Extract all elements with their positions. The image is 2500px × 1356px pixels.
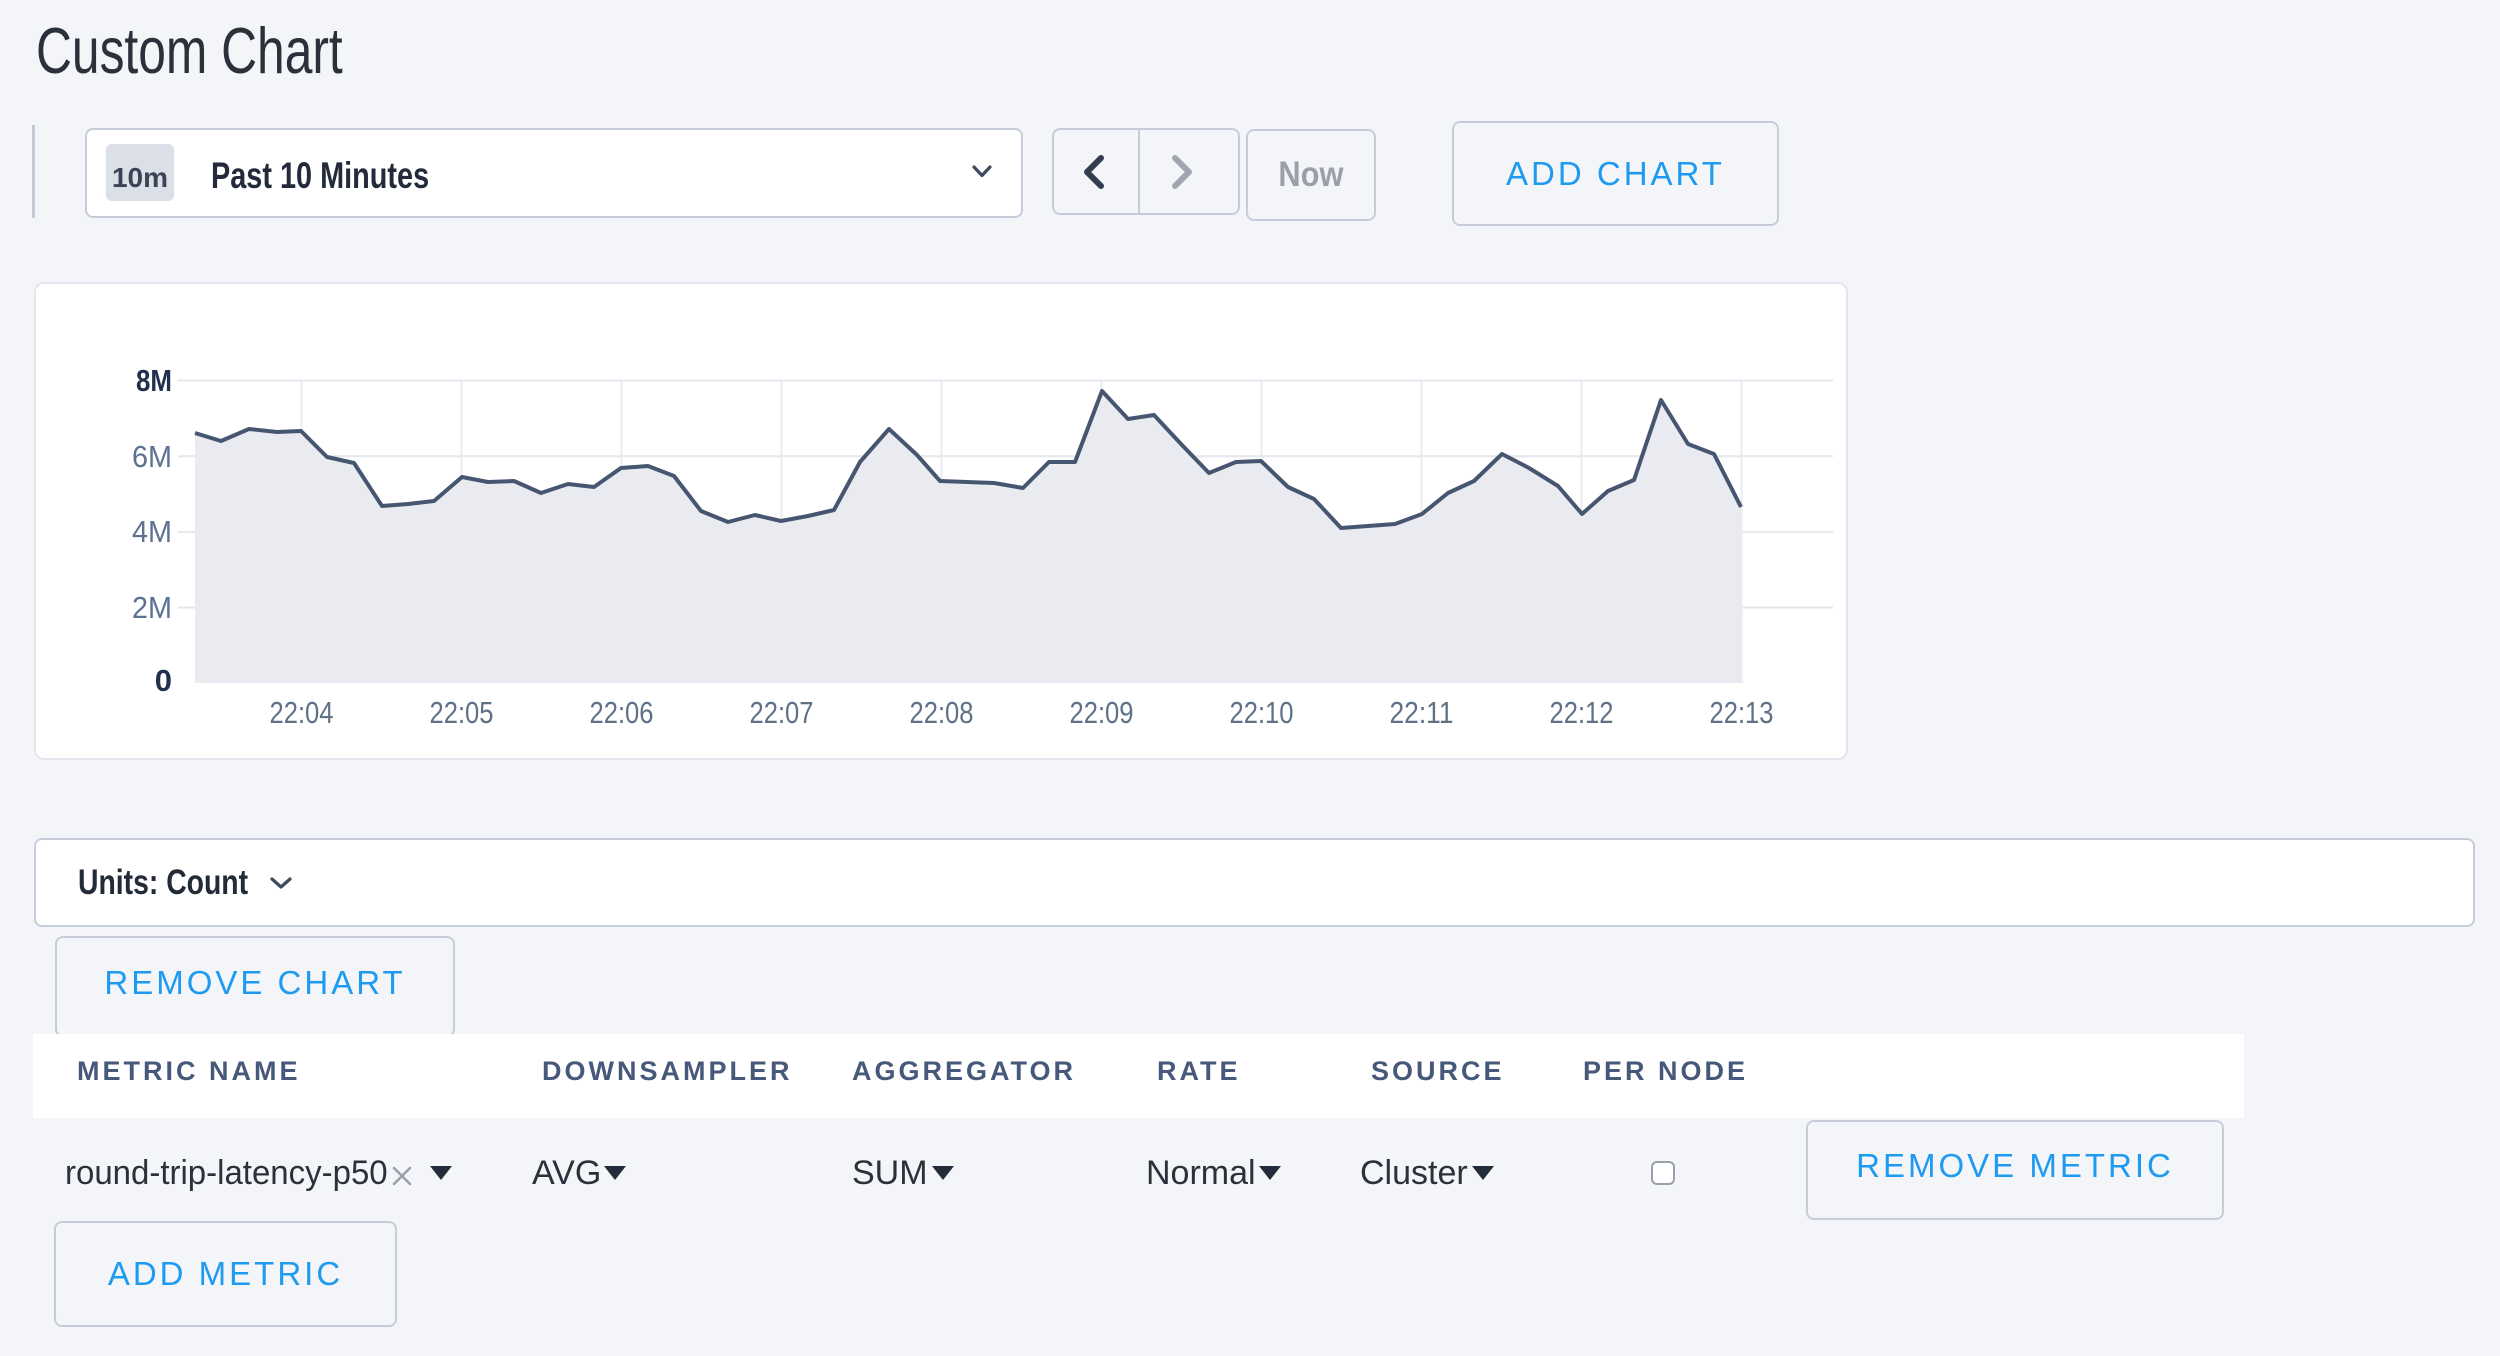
svg-text:22:06: 22:06 [590, 695, 654, 730]
svg-text:8M: 8M [136, 363, 172, 398]
svg-text:22:08: 22:08 [910, 695, 974, 730]
svg-text:22:10: 22:10 [1230, 695, 1294, 730]
svg-text:22:11: 22:11 [1390, 695, 1454, 730]
svg-text:4M: 4M [132, 514, 172, 549]
svg-text:0: 0 [155, 663, 172, 698]
svg-text:22:05: 22:05 [430, 695, 494, 730]
svg-text:22:13: 22:13 [1710, 695, 1774, 730]
svg-text:22:12: 22:12 [1550, 695, 1614, 730]
svg-text:22:07: 22:07 [750, 695, 814, 730]
svg-text:2M: 2M [132, 590, 172, 625]
svg-text:22:04: 22:04 [270, 695, 334, 730]
svg-text:6M: 6M [132, 439, 172, 474]
svg-text:22:09: 22:09 [1070, 695, 1134, 730]
